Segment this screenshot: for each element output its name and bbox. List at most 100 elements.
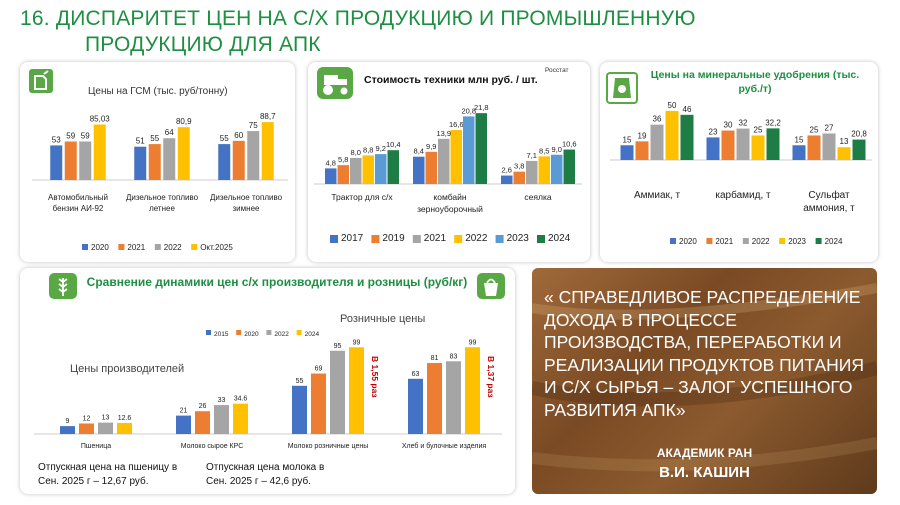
data-label: 13 xyxy=(840,137,849,146)
data-label: 46 xyxy=(683,105,692,114)
bar-tech-2023-2 xyxy=(551,154,563,184)
legend-label: 2020 xyxy=(91,243,109,252)
data-label: 23 xyxy=(709,127,718,136)
legend-swatch-2019 xyxy=(371,235,380,243)
compare-chart-title-text: Сравнение динамики цен с/х производителя… xyxy=(86,275,468,289)
bar-fert-2021-0 xyxy=(635,141,649,160)
data-label: 88,7 xyxy=(260,112,276,121)
bar-fert-2023-0 xyxy=(665,110,679,160)
data-label: 9,2 xyxy=(376,144,386,153)
data-label: 55 xyxy=(296,378,304,385)
bar-fuel-2020-0 xyxy=(50,145,63,180)
quote-author-name: В.И. КАШИН xyxy=(659,464,750,481)
legend-label: 2024 xyxy=(825,237,843,246)
data-label: 4,8 xyxy=(326,158,336,167)
bar-tech-2019-2 xyxy=(513,171,525,184)
data-label: 19 xyxy=(638,131,647,140)
field-background-image xyxy=(532,283,877,472)
bar-compare-2020-3 xyxy=(427,363,442,434)
category-label: Дизельное топливо xyxy=(126,193,199,202)
bar-tech-2023-0 xyxy=(375,154,387,184)
tractor-icon xyxy=(317,67,353,99)
data-label: 80,9 xyxy=(176,117,192,126)
legend-swatch-2015 xyxy=(206,330,211,335)
bar-compare-2015-3 xyxy=(408,378,423,434)
legend-swatch-2024 xyxy=(296,330,302,335)
data-label: 55 xyxy=(150,134,159,143)
legend-swatch-2020 xyxy=(82,244,88,250)
bar-fert-2022-2 xyxy=(822,133,836,160)
category-label: аммония, т xyxy=(803,203,855,214)
producer-prices-label: Цены производителей xyxy=(70,363,184,375)
bar-tech-2019-0 xyxy=(337,165,349,184)
data-label: 64 xyxy=(165,128,174,137)
bar-compare-2024-3 xyxy=(465,347,480,434)
bar-compare-2020-2 xyxy=(311,373,326,434)
data-label: 99 xyxy=(469,339,477,346)
category-label: Трактор для с/х xyxy=(331,192,393,202)
data-label: 27 xyxy=(825,123,834,132)
data-label: 51 xyxy=(136,137,145,146)
bar-compare-2020-0 xyxy=(79,423,94,434)
data-label: 10,6 xyxy=(562,140,577,149)
legend-label: 2015 xyxy=(214,331,229,338)
legend-swatch-Окт.2025 xyxy=(191,244,198,250)
page-title: 16. ДИСПАРИТЕТ ЦЕН НА С/Х ПРОДУКЦИЮ И ПР… xyxy=(20,6,696,58)
category-label: карбамид, т xyxy=(715,189,771,201)
bar-compare-2022-3 xyxy=(446,361,461,434)
data-label: 21,8 xyxy=(474,103,489,112)
data-label: 34.6 xyxy=(234,396,248,403)
legend-label: Окт.2025 xyxy=(200,243,233,252)
legend-swatch-2024 xyxy=(815,238,822,244)
fert-chart-title: Цены на минеральные удобрения (тыс. руб.… xyxy=(645,68,865,96)
data-label: 26 xyxy=(199,403,207,410)
bar-compare-2022-0 xyxy=(98,422,113,434)
legend-label: 2022 xyxy=(164,243,182,252)
data-label: 13,9 xyxy=(436,129,451,138)
bar-fuel-Окт.2025-2 xyxy=(261,122,274,180)
data-label: 63 xyxy=(412,371,420,378)
legend-label: 2024 xyxy=(548,233,571,244)
bar-tech-2019-1 xyxy=(425,151,437,184)
data-label: 8,4 xyxy=(414,147,424,156)
category-label: Сульфат xyxy=(808,189,850,201)
compare-chart-title: Сравнение динамики цен с/х производителя… xyxy=(82,275,472,290)
legend-swatch-2022 xyxy=(154,244,161,250)
data-label: 8,8 xyxy=(363,145,373,154)
bar-fert-2024-1 xyxy=(766,128,780,160)
legend-label: 2024 xyxy=(305,331,320,338)
wheat-note-line-1: Отпускная цена на пшеницу в xyxy=(38,462,178,473)
bar-compare-2024-1 xyxy=(233,403,248,434)
bar-compare-2015-1 xyxy=(176,415,191,434)
bar-fuel-2021-1 xyxy=(148,144,161,180)
data-label: 8,5 xyxy=(539,146,549,155)
bar-tech-2022-0 xyxy=(362,155,374,184)
data-label: 30 xyxy=(724,121,733,130)
data-label: 59 xyxy=(81,131,90,140)
bar-fert-2022-1 xyxy=(736,128,750,160)
bar-fert-2021-1 xyxy=(721,130,735,160)
bar-compare-2015-0 xyxy=(60,426,75,434)
bar-tech-2017-0 xyxy=(325,168,337,184)
data-label: 32 xyxy=(739,119,748,128)
legend-label: 2022 xyxy=(465,233,488,244)
legend-swatch-2022 xyxy=(742,238,749,244)
retail-prices-label: Розничные цены xyxy=(340,313,425,325)
legend-label: 2021 xyxy=(715,237,733,246)
legend-label: 2022 xyxy=(274,331,289,338)
data-label: 12.6 xyxy=(118,415,132,422)
data-label: 83 xyxy=(450,353,458,360)
data-label: 95 xyxy=(334,343,342,350)
wheat-icon xyxy=(49,273,77,299)
data-label: 36 xyxy=(653,115,662,124)
milk-price-note: Отпускная цена молока в Сен. 2025 г – 42… xyxy=(206,461,324,489)
bar-fuel-2021-0 xyxy=(64,141,77,180)
legend-swatch-2021 xyxy=(412,235,421,243)
milk-ratio-label: В 1,55 раз xyxy=(370,356,380,398)
category-label: Хлеб и булочные изделия xyxy=(402,442,487,450)
data-label: 9,0 xyxy=(552,145,562,154)
bar-fuel-2022-0 xyxy=(79,141,92,180)
legend-swatch-2021 xyxy=(706,238,713,244)
bar-compare-2015-2 xyxy=(292,385,307,434)
